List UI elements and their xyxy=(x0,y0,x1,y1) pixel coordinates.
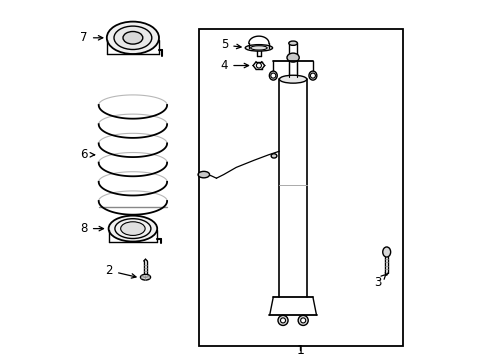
Ellipse shape xyxy=(250,46,266,50)
Ellipse shape xyxy=(106,22,159,54)
Text: 3: 3 xyxy=(373,274,386,289)
Ellipse shape xyxy=(244,45,272,51)
Ellipse shape xyxy=(277,315,287,325)
Text: 8: 8 xyxy=(81,222,103,235)
Circle shape xyxy=(270,73,275,78)
Text: 4: 4 xyxy=(221,59,248,72)
Ellipse shape xyxy=(308,71,316,80)
Ellipse shape xyxy=(140,274,150,280)
Circle shape xyxy=(280,318,285,323)
Ellipse shape xyxy=(198,171,209,178)
Ellipse shape xyxy=(269,71,277,80)
Text: 5: 5 xyxy=(221,39,241,51)
Ellipse shape xyxy=(123,31,142,44)
Ellipse shape xyxy=(121,222,145,235)
Text: 2: 2 xyxy=(105,264,136,278)
Text: 1: 1 xyxy=(296,345,304,357)
Ellipse shape xyxy=(279,75,306,83)
Ellipse shape xyxy=(114,26,151,49)
Ellipse shape xyxy=(108,216,157,242)
Bar xyxy=(199,29,402,346)
Ellipse shape xyxy=(270,154,276,158)
Ellipse shape xyxy=(298,315,307,325)
Text: 6: 6 xyxy=(80,148,94,161)
Ellipse shape xyxy=(382,247,390,257)
Text: 7: 7 xyxy=(80,31,102,44)
Circle shape xyxy=(256,63,261,68)
Ellipse shape xyxy=(288,41,297,45)
Circle shape xyxy=(300,318,305,323)
Circle shape xyxy=(310,73,315,78)
Ellipse shape xyxy=(286,53,299,62)
